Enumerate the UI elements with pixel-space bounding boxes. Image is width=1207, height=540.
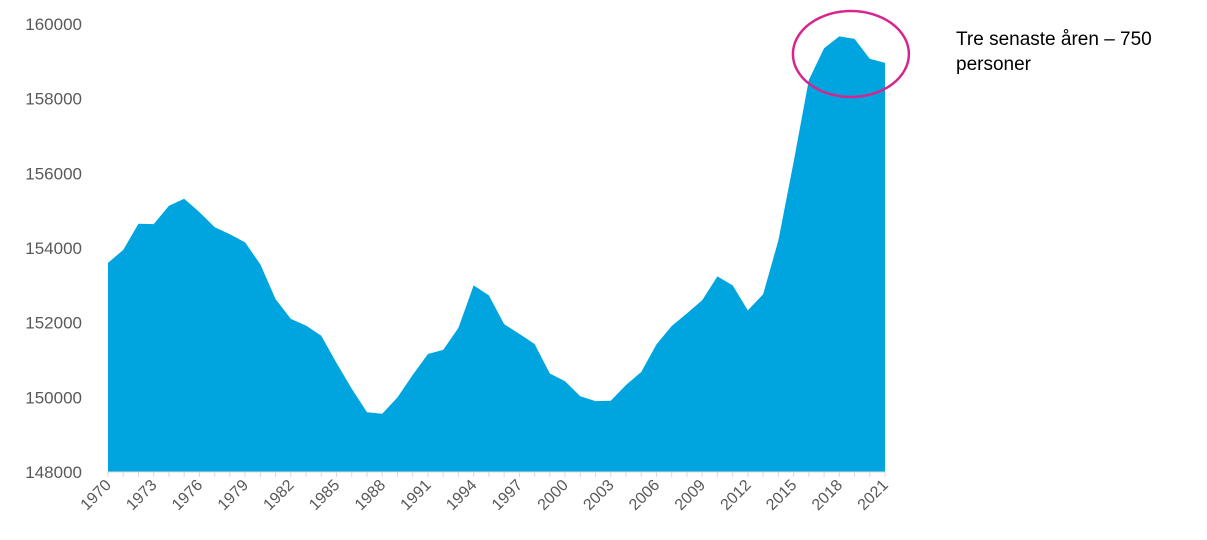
y-tick-label: 152000 (25, 314, 82, 333)
x-tick-label: 1988 (352, 477, 389, 514)
x-tick-label: 2012 (718, 477, 755, 514)
y-axis-ticks: 148000 150000 152000 154000 156000 158000 1600… (25, 15, 82, 482)
y-tick-label: 148000 (25, 463, 82, 482)
x-tick-label: 2000 (535, 477, 572, 514)
x-tick-label: 1979 (215, 477, 252, 514)
highlight-circle (791, 9, 911, 99)
y-tick-label: 158000 (25, 90, 82, 109)
y-tick-label: 150000 (25, 388, 82, 407)
annotation-line-1: Tre senaste åren – 750 (956, 29, 1152, 50)
annotation-text: Tre senaste åren – 750 personer (956, 27, 1206, 77)
x-tick-label: 1970 (78, 477, 115, 514)
x-tick-label: 2018 (809, 477, 846, 514)
y-tick-label: 160000 (25, 15, 82, 34)
y-tick-label: 156000 (25, 164, 82, 183)
x-tick-label: 1973 (123, 477, 160, 514)
x-tick-label: 1985 (306, 477, 343, 514)
x-tick-label: 1982 (260, 477, 297, 514)
x-tick-label: 2009 (672, 477, 709, 514)
x-tick-label: 2015 (763, 477, 800, 514)
annotation-line-2: personer (956, 54, 1031, 75)
x-tick-label: 2006 (626, 477, 663, 514)
x-tick-label: 2003 (580, 477, 617, 514)
y-tick-label: 154000 (25, 239, 82, 258)
x-tick-label: 1994 (443, 477, 480, 514)
x-tick-label: 2021 (855, 477, 892, 514)
area-series (108, 36, 885, 472)
x-tick-label: 1976 (169, 477, 206, 514)
x-axis-ticks: 1970 1973 1976 1979 1982 1985 1988 1991 1994 1997… (78, 472, 892, 514)
x-tick-label: 1997 (489, 477, 526, 514)
x-tick-label: 1991 (398, 477, 435, 514)
